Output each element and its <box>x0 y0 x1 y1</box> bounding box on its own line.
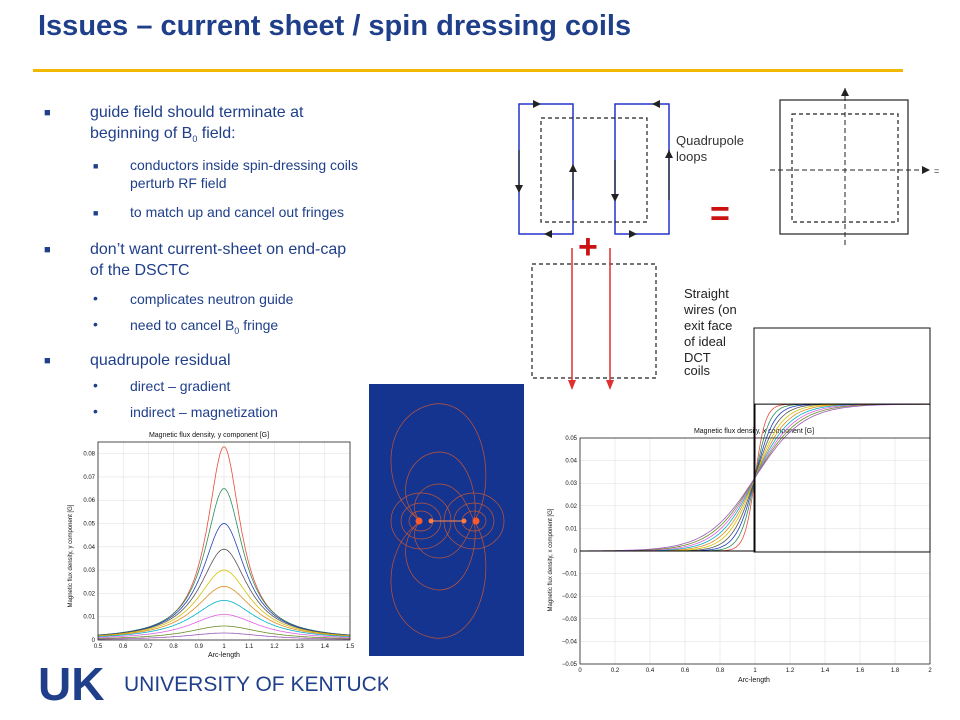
round-bullet-icon: • <box>93 316 98 332</box>
xtick-label: 1.3 <box>295 644 304 650</box>
svg-text:coils: coils <box>684 363 711 378</box>
curve-series <box>98 614 350 638</box>
bullet-direct-gradient: direct – gradient <box>130 378 231 394</box>
xtick-label: 1 <box>222 644 226 650</box>
plot-y-ylabel: Magnetic flux density, y component [G] <box>68 504 74 607</box>
straight-wires-label: Straight wires (on exit face of ideal DC… <box>683 286 737 378</box>
bullet-conductors: conductors inside spin-dressing coils pe… <box>130 157 358 191</box>
ytick-label: −0.03 <box>562 617 578 623</box>
curve-series <box>98 632 350 640</box>
xtick-label: 1.8 <box>891 668 900 674</box>
quadrupole-label-2: loops <box>676 149 708 164</box>
resultant-field-diagram: = <box>770 88 939 245</box>
xtick-label: 0 <box>578 668 582 674</box>
ytick-label: 0 <box>92 638 96 644</box>
curve-series <box>98 600 350 637</box>
ytick-label: 0.04 <box>565 459 577 465</box>
slide-title: Issues – current sheet / spin dressing c… <box>38 10 632 42</box>
xtick-label: 0.8 <box>716 668 725 674</box>
square-bullet-icon: ■ <box>44 107 51 119</box>
plot-x-ylabel: Magnetic flux density, x component [G] <box>548 508 554 611</box>
xtick-label: 0.4 <box>646 668 655 674</box>
ytick-label: 0.03 <box>83 568 95 574</box>
curve-series <box>97 548 351 636</box>
xtick-label: 1 <box>753 668 757 674</box>
title-underline <box>33 69 903 72</box>
plot-y-component: Magnetic flux density, y component [G] M… <box>64 428 354 660</box>
xtick-label: 1.2 <box>786 668 795 674</box>
xtick-label: 0.2 <box>611 668 620 674</box>
xtick-label: 1.1 <box>245 644 254 650</box>
ytick-label: −0.02 <box>562 594 578 600</box>
quadrupole-loops-diagram: Quadrupole loops <box>515 100 744 238</box>
curve-series <box>97 569 351 637</box>
curve-series <box>97 523 351 636</box>
xtick-label: 0.8 <box>169 644 178 650</box>
xtick-label: 2 <box>928 668 932 674</box>
plot-y-xlabel: Arc-length <box>208 652 240 659</box>
xtick-label: 1.5 <box>346 644 354 650</box>
xtick-label: 1.4 <box>821 668 830 674</box>
ytick-label: 0 <box>574 549 578 555</box>
university-name: UNIVERSITY OF KENTUCKY <box>124 673 388 696</box>
ytick-label: −0.01 <box>562 572 578 578</box>
bullet-cancel-fringe: need to cancel B0 fringe <box>130 317 279 336</box>
svg-text:DCT: DCT <box>684 350 711 365</box>
ytick-label: 0.03 <box>565 481 577 487</box>
svg-text:wires (on: wires (on <box>683 302 737 317</box>
bullet-indirect-magnetization: indirect – magnetization <box>130 404 278 420</box>
square-bullet-icon: ■ <box>44 355 51 367</box>
ytick-label: 0.07 <box>83 475 95 481</box>
equals-sign: = <box>710 195 730 233</box>
svg-text:exit face: exit face <box>684 318 732 333</box>
svg-text:of ideal: of ideal <box>684 334 726 349</box>
round-bullet-icon: • <box>93 290 98 306</box>
bullet-neutron-guide: complicates neutron guide <box>130 291 294 307</box>
xtick-label: 0.6 <box>119 644 128 650</box>
plot-y-title: Magnetic flux density, y component [G] <box>149 432 269 439</box>
plot-x-xlabel: Arc-length <box>738 677 770 684</box>
field-lines-image <box>369 384 524 656</box>
xtick-label: 0.9 <box>195 644 204 650</box>
uk-logo-mark: UK <box>38 658 104 710</box>
bullet-list: ■ guide field should terminate at beginn… <box>0 0 500 450</box>
university-logo: UK UNIVERSITY OF KENTUCKY <box>38 658 388 710</box>
square-bullet-icon: ■ <box>44 244 51 256</box>
bullet-match-fringes: to match up and cancel out fringes <box>130 204 345 220</box>
ytick-label: 0.04 <box>83 545 95 551</box>
svg-text:Straight: Straight <box>684 286 729 301</box>
ytick-label: −0.05 <box>562 662 578 668</box>
curve-series <box>97 625 351 639</box>
ytick-label: 0.08 <box>83 452 95 458</box>
bullet-current-sheet: don’t want current-sheet on end-cap of t… <box>90 241 347 279</box>
curve-series <box>97 585 351 637</box>
ytick-label: 0.02 <box>565 504 577 510</box>
plot-x-component: Magnetic flux density, x component [G] M… <box>544 327 946 685</box>
bullet-quadrupole-residual: quadrupole residual <box>90 352 231 369</box>
xtick-label: 0.5 <box>94 644 103 650</box>
ytick-label: 0.06 <box>83 498 95 504</box>
xtick-label: 1.6 <box>856 668 865 674</box>
small-equals: = <box>934 166 939 176</box>
xtick-label: 0.6 <box>681 668 690 674</box>
ytick-label: 0.01 <box>83 615 95 621</box>
square-bullet-icon: ■ <box>93 208 99 218</box>
ytick-label: 0.05 <box>83 522 95 528</box>
square-bullet-icon: ■ <box>93 161 99 171</box>
ytick-label: 0.02 <box>83 591 95 597</box>
bullet-guide-field: guide field should terminate at beginnin… <box>90 104 304 145</box>
round-bullet-icon: • <box>93 403 98 419</box>
xtick-label: 1.4 <box>321 644 330 650</box>
plus-sign: + <box>578 228 598 266</box>
xtick-label: 1.2 <box>270 644 279 650</box>
round-bullet-icon: • <box>93 377 98 393</box>
ideal-step-curve <box>580 403 930 552</box>
ytick-label: 0.05 <box>565 436 577 442</box>
quadrupole-label: Quadrupole <box>676 133 744 148</box>
straight-wires-diagram <box>531 248 657 390</box>
ytick-label: −0.04 <box>562 639 578 645</box>
xtick-label: 0.7 <box>144 644 153 650</box>
ytick-label: 0.01 <box>565 526 577 532</box>
